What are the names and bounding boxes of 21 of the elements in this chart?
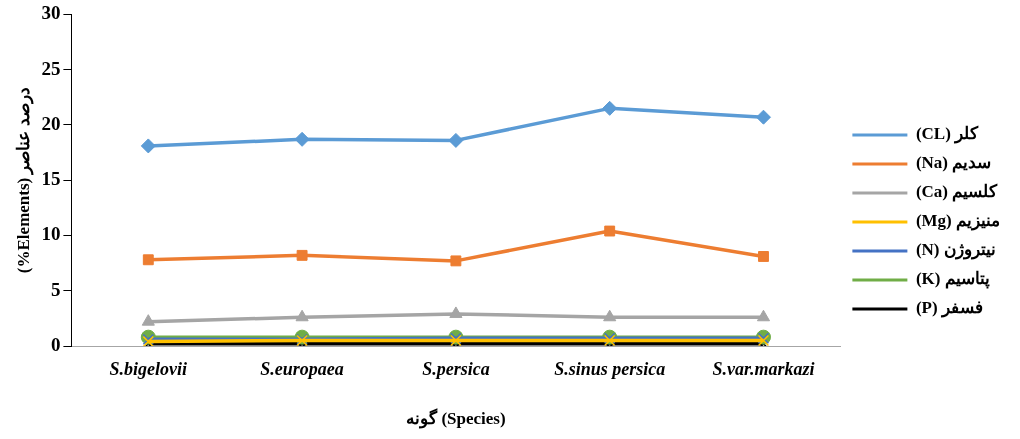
y-tick-label: 30 [41,2,61,24]
x-tick-label: S.var.markazi [712,359,815,380]
y-tick-label: 10 [41,223,61,245]
legend-label: (CL) کلر [915,124,980,145]
x-tick-label: S.persica [422,359,490,380]
y-tick-label: 25 [41,57,61,79]
legend-label: (Mg) منیزیم [915,211,1001,232]
legend-label: (Ca) کلسیم [915,182,999,203]
legend-label: (P) فسفر [915,298,983,319]
x-tick-label: S.bigelovii [109,359,188,380]
x-axis-title: گونه (Species) [406,408,506,430]
x-tick-label: S.sinus persica [554,359,666,380]
x-tick-label: S.europaea [260,359,344,380]
y-tick-label: 5 [50,278,61,300]
legend-label: (N) نیتروژن [915,240,996,261]
y-tick-label: 15 [41,168,61,190]
y-tick-label: 20 [41,112,61,134]
y-axis-title: (%Elements) درصد عناصر [13,87,34,274]
legend-label: (K) پتاسیم [915,269,990,290]
legend-label: (Na) سدیم [915,153,992,174]
y-tick-label: 0 [50,333,61,355]
